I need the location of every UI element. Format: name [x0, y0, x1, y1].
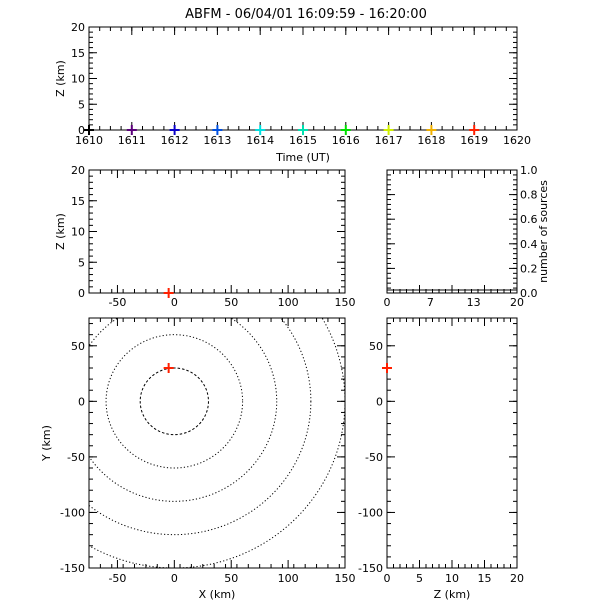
x-z-xtick-label: -50 [108, 296, 126, 309]
z-y-ytick-label: 50 [369, 340, 383, 353]
x-y-ytick-label: -150 [60, 562, 85, 575]
hist-xtick-label: 7 [427, 296, 434, 309]
z-y-ytick-label: -50 [365, 451, 383, 464]
time-z-ytick-label: 20 [71, 21, 85, 34]
x-z-ytick-label: 10 [71, 226, 85, 239]
x-z-xtick-label: 100 [278, 296, 299, 309]
x-z-ylabel: Z (km) [54, 213, 67, 250]
hist-ytick-label: 0.4 [520, 238, 538, 251]
z-y-xtick-label: 0 [384, 572, 391, 585]
time-z-xlabel: Time (UT) [275, 151, 330, 164]
x-z-ytick-label: 0 [78, 287, 85, 300]
hist-ytick-label: 0.6 [520, 213, 538, 226]
z-y-xtick-label: 15 [478, 572, 492, 585]
x-y-ytick-label: 0 [78, 395, 85, 408]
hist-ytick-label: 0.0 [520, 287, 538, 300]
time-z-ylabel: Z (km) [54, 60, 67, 97]
time-z-xtick-label: 1611 [118, 134, 146, 147]
x-z-panel: -50 0 50 100 150 0 5 10 15 20 Z (km) [54, 164, 356, 309]
hist-ytick-label: 1.0 [520, 164, 538, 177]
x-z-ytick-label: 20 [71, 164, 85, 177]
x-z-frame [88, 169, 346, 294]
x-y-ytick-label: -100 [60, 506, 85, 519]
time-z-panel: 1610 1611 1612 1613 1614 1615 1616 1617 1618 1619… [54, 21, 531, 164]
range-ring [89, 318, 312, 536]
z-y-ytick-label: -100 [358, 506, 383, 519]
time-z-xtick-label: 1619 [460, 134, 488, 147]
time-z-xtick-label: 1617 [375, 134, 403, 147]
hist-xtick-label: 13 [467, 296, 481, 309]
time-z-ytick-label: 5 [78, 98, 85, 111]
x-y-panel: -50 0 50 100 150 -150 -100 -50 0 50 X (km) Y (km) [40, 317, 356, 600]
time-z-ytick-label: 15 [71, 47, 85, 60]
time-z-ytick-label: 10 [71, 73, 85, 86]
hist-panel: 0 7 13 200.0 0.2 0.4 0.6 0.8 1.0 number of source… [384, 164, 551, 309]
x-y-xtick-label: 0 [171, 572, 178, 585]
time-z-xtick-label: 1610 [75, 134, 103, 147]
x-y-ylabel: Y (km) [40, 425, 53, 462]
z-y-xlabel: Z (km) [434, 588, 471, 600]
x-y-ytick-label: -50 [67, 451, 85, 464]
range-ring [105, 334, 244, 469]
z-y-xtick-label: 20 [510, 572, 524, 585]
x-z-ytick-label: 15 [71, 195, 85, 208]
time-z-xtick-label: 1612 [161, 134, 189, 147]
x-y-ytick-label: 50 [71, 340, 85, 353]
x-z-xtick-label: 0 [171, 296, 178, 309]
hist-xtick-label: 0 [384, 296, 391, 309]
x-y-xtick-label: 150 [335, 572, 356, 585]
z-y-xtick-label: 10 [445, 572, 459, 585]
time-z-xtick-label: 1615 [289, 134, 317, 147]
x-y-xlabel: X (km) [199, 588, 236, 600]
range-ring [89, 318, 345, 568]
hist-ylabel: number of sources [537, 180, 550, 283]
z-y-frame [386, 317, 518, 569]
x-z-ytick-label: 5 [78, 256, 85, 269]
hist-ytick-label: 0.2 [520, 262, 538, 275]
figure-title: ABFM - 06/04/01 16:09:59 - 16:20:00 [185, 7, 427, 22]
hist-ytick-label: 0.8 [520, 189, 538, 202]
x-y-xtick-label: 50 [224, 572, 238, 585]
x-y-frame [88, 317, 346, 569]
z-y-panel: 0 5 10 15 20 -150 -100 -50 0 50 Z (km) [358, 317, 524, 600]
time-z-ytick-label: 0 [78, 124, 85, 137]
range-ring [139, 367, 209, 436]
z-y-ytick-label: 0 [376, 395, 383, 408]
time-z-xtick-label: 1613 [203, 134, 231, 147]
z-y-xtick-label: 5 [416, 572, 423, 585]
x-y-xtick-label: -50 [108, 572, 126, 585]
x-z-xtick-label: 150 [335, 296, 356, 309]
hist-xtick-label: 20 [510, 296, 524, 309]
time-z-xtick-label: 1616 [332, 134, 360, 147]
time-z-frame [88, 26, 518, 131]
x-y-xtick-label: 100 [278, 572, 299, 585]
x-y-range-rings [89, 318, 345, 568]
hist-frame [386, 169, 518, 294]
time-z-xtick-label: 1618 [417, 134, 445, 147]
z-y-ytick-label: -150 [358, 562, 383, 575]
chart-panels: 1610 1611 1612 1613 1614 1615 1616 1617 1618 1619… [40, 21, 551, 600]
time-z-xtick-label: 1614 [246, 134, 274, 147]
x-z-xtick-label: 50 [224, 296, 238, 309]
range-ring [89, 318, 278, 502]
time-z-xtick-label: 1620 [503, 134, 531, 147]
